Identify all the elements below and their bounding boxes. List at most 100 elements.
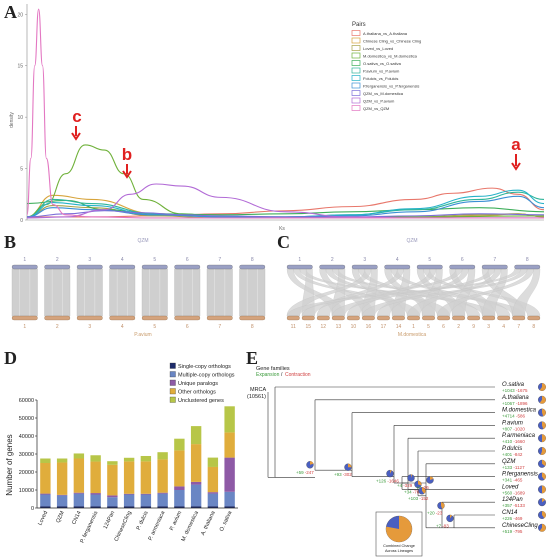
bar-segment [40, 494, 51, 507]
bar-segment [140, 493, 152, 495]
chromosome-bar-top [416, 264, 443, 270]
bar-segment [190, 484, 202, 507]
taxon-expansion-count: +1043 [502, 388, 515, 393]
legend-swatch-a [351, 60, 361, 66]
chromosome-label-top: 6 [186, 257, 189, 263]
bar-segment [56, 462, 68, 495]
bar-segment [140, 455, 152, 462]
annotation-a: a [511, 135, 521, 154]
node-contraction-count: -329 [403, 483, 413, 488]
chromosome-label-bottom: 13 [336, 324, 342, 330]
y-tick-label-a: 20 [17, 12, 23, 18]
chromosome-label-bottom: 14 [396, 324, 402, 330]
x-tick-label-d: ChineseCling [114, 510, 133, 542]
chromosome-bar-bottom [482, 315, 496, 321]
taxon-expansion-count: +357 [502, 503, 513, 508]
taxon-contraction-count: -795 [513, 529, 523, 534]
synteny-link [377, 268, 469, 317]
node-pie-slice [441, 502, 445, 509]
y-tick-label-a: 10 [17, 115, 23, 121]
node-contraction-count: -152 [419, 496, 429, 501]
chromosome-label-top: 7 [493, 257, 496, 263]
chromosome-label-top: 2 [56, 257, 59, 263]
x-tick-label-d: P. dulcis [136, 510, 150, 531]
bar-segment [140, 461, 152, 494]
synteny-link [407, 268, 502, 317]
y-tick-label-d: 30000 [19, 452, 34, 458]
legend-swatch-a [351, 90, 361, 96]
legend-swatch-d [169, 396, 176, 403]
chromosome-bar-top [514, 264, 541, 270]
node-contraction-count: -83 [442, 523, 449, 528]
chromosome-label-top: 3 [88, 257, 91, 263]
genome-label-bottom-c: M.domestica [398, 332, 427, 338]
taxon-name: P.avium [502, 420, 523, 426]
legend-label-a: A.thaliana_vs_A.thaliana [363, 31, 408, 36]
legend-title-e: Gene families [256, 366, 290, 372]
legend-swatch-a [351, 30, 361, 36]
bar-segment [40, 506, 51, 508]
bar-segment [157, 506, 168, 508]
legend-label-a: M.domestica_vs_M.domestica [363, 53, 418, 58]
bar-segment [174, 506, 185, 508]
node-contraction-count: -23 [436, 511, 443, 516]
legend-swatch-a [351, 75, 361, 81]
chromosome-label-bottom: 12 [321, 324, 327, 330]
taxon-pie-slice [542, 498, 546, 503]
density-line [26, 210, 545, 218]
density-line [26, 191, 545, 218]
bar-segment [40, 463, 51, 494]
chromosome-bar-bottom [361, 315, 375, 321]
y-axis-label-d: Number of genes [5, 434, 14, 495]
bar-segment [123, 457, 135, 462]
bar-segment [190, 444, 202, 482]
density-line [26, 144, 545, 219]
bar-segment [207, 466, 219, 493]
node-pie-slice [450, 514, 453, 519]
synteny-link [331, 268, 495, 317]
chromosome-bar-bottom [527, 315, 541, 321]
synteny-link [437, 268, 534, 317]
y-tick-label-a: 0 [20, 218, 23, 224]
synteny-plot-b: QZM 1 2 3 4 5 6 7 8 1 2 3 4 5 6 7 8 P.avium [11, 238, 266, 338]
taxon-contraction-count: -1675 [516, 388, 528, 393]
taxon-name: M.domestica [502, 408, 537, 414]
panel-letter-c: C [277, 232, 290, 252]
taxon-expansion-count: +4714 [502, 414, 515, 419]
chromosome-label-bottom: 4 [502, 324, 505, 330]
bar-segment [107, 461, 118, 465]
bar-segment [140, 506, 152, 508]
chromosome-label-top: 2 [331, 257, 334, 263]
chromosome-bar-bottom [44, 315, 71, 321]
bar-segment [190, 481, 202, 485]
synteny-link [239, 268, 266, 317]
chromosome-bar-bottom [301, 315, 315, 321]
bar-segment [73, 458, 85, 493]
node-pie-slice [310, 461, 314, 465]
bar-segment [107, 506, 118, 508]
taxon-pie-slice [542, 472, 546, 480]
bar-segment [157, 493, 168, 507]
chromosome-bar-bottom [377, 315, 390, 321]
bar-segment [107, 497, 118, 507]
taxon-expansion-count: +1067 [502, 401, 515, 406]
chromosome-bar-bottom [206, 315, 233, 321]
legend-swatch-d [169, 388, 176, 395]
chromosome-label-bottom: 8 [532, 324, 535, 330]
taxon-name: CN14 [502, 510, 518, 516]
chromosome-bar-top [44, 264, 71, 270]
bar-segment [157, 492, 168, 494]
chromosome-bar-bottom [407, 315, 420, 321]
taxon-contraction-count: -1689 [513, 490, 525, 495]
bar-segment [174, 486, 185, 490]
bar-segment [207, 492, 219, 494]
chromosome-label-top: 6 [461, 257, 464, 263]
synteny-link [11, 268, 38, 317]
chromosome-label-bottom: 4 [121, 324, 124, 330]
chromosome-label-bottom: 9 [472, 324, 475, 330]
legend-swatch-a [351, 105, 361, 111]
taxon-contraction-count: -1020 [513, 426, 525, 431]
taxon-expansion-count: +519 [502, 529, 513, 534]
chromosome-bar-bottom [286, 315, 300, 321]
bar-segment [224, 506, 235, 508]
